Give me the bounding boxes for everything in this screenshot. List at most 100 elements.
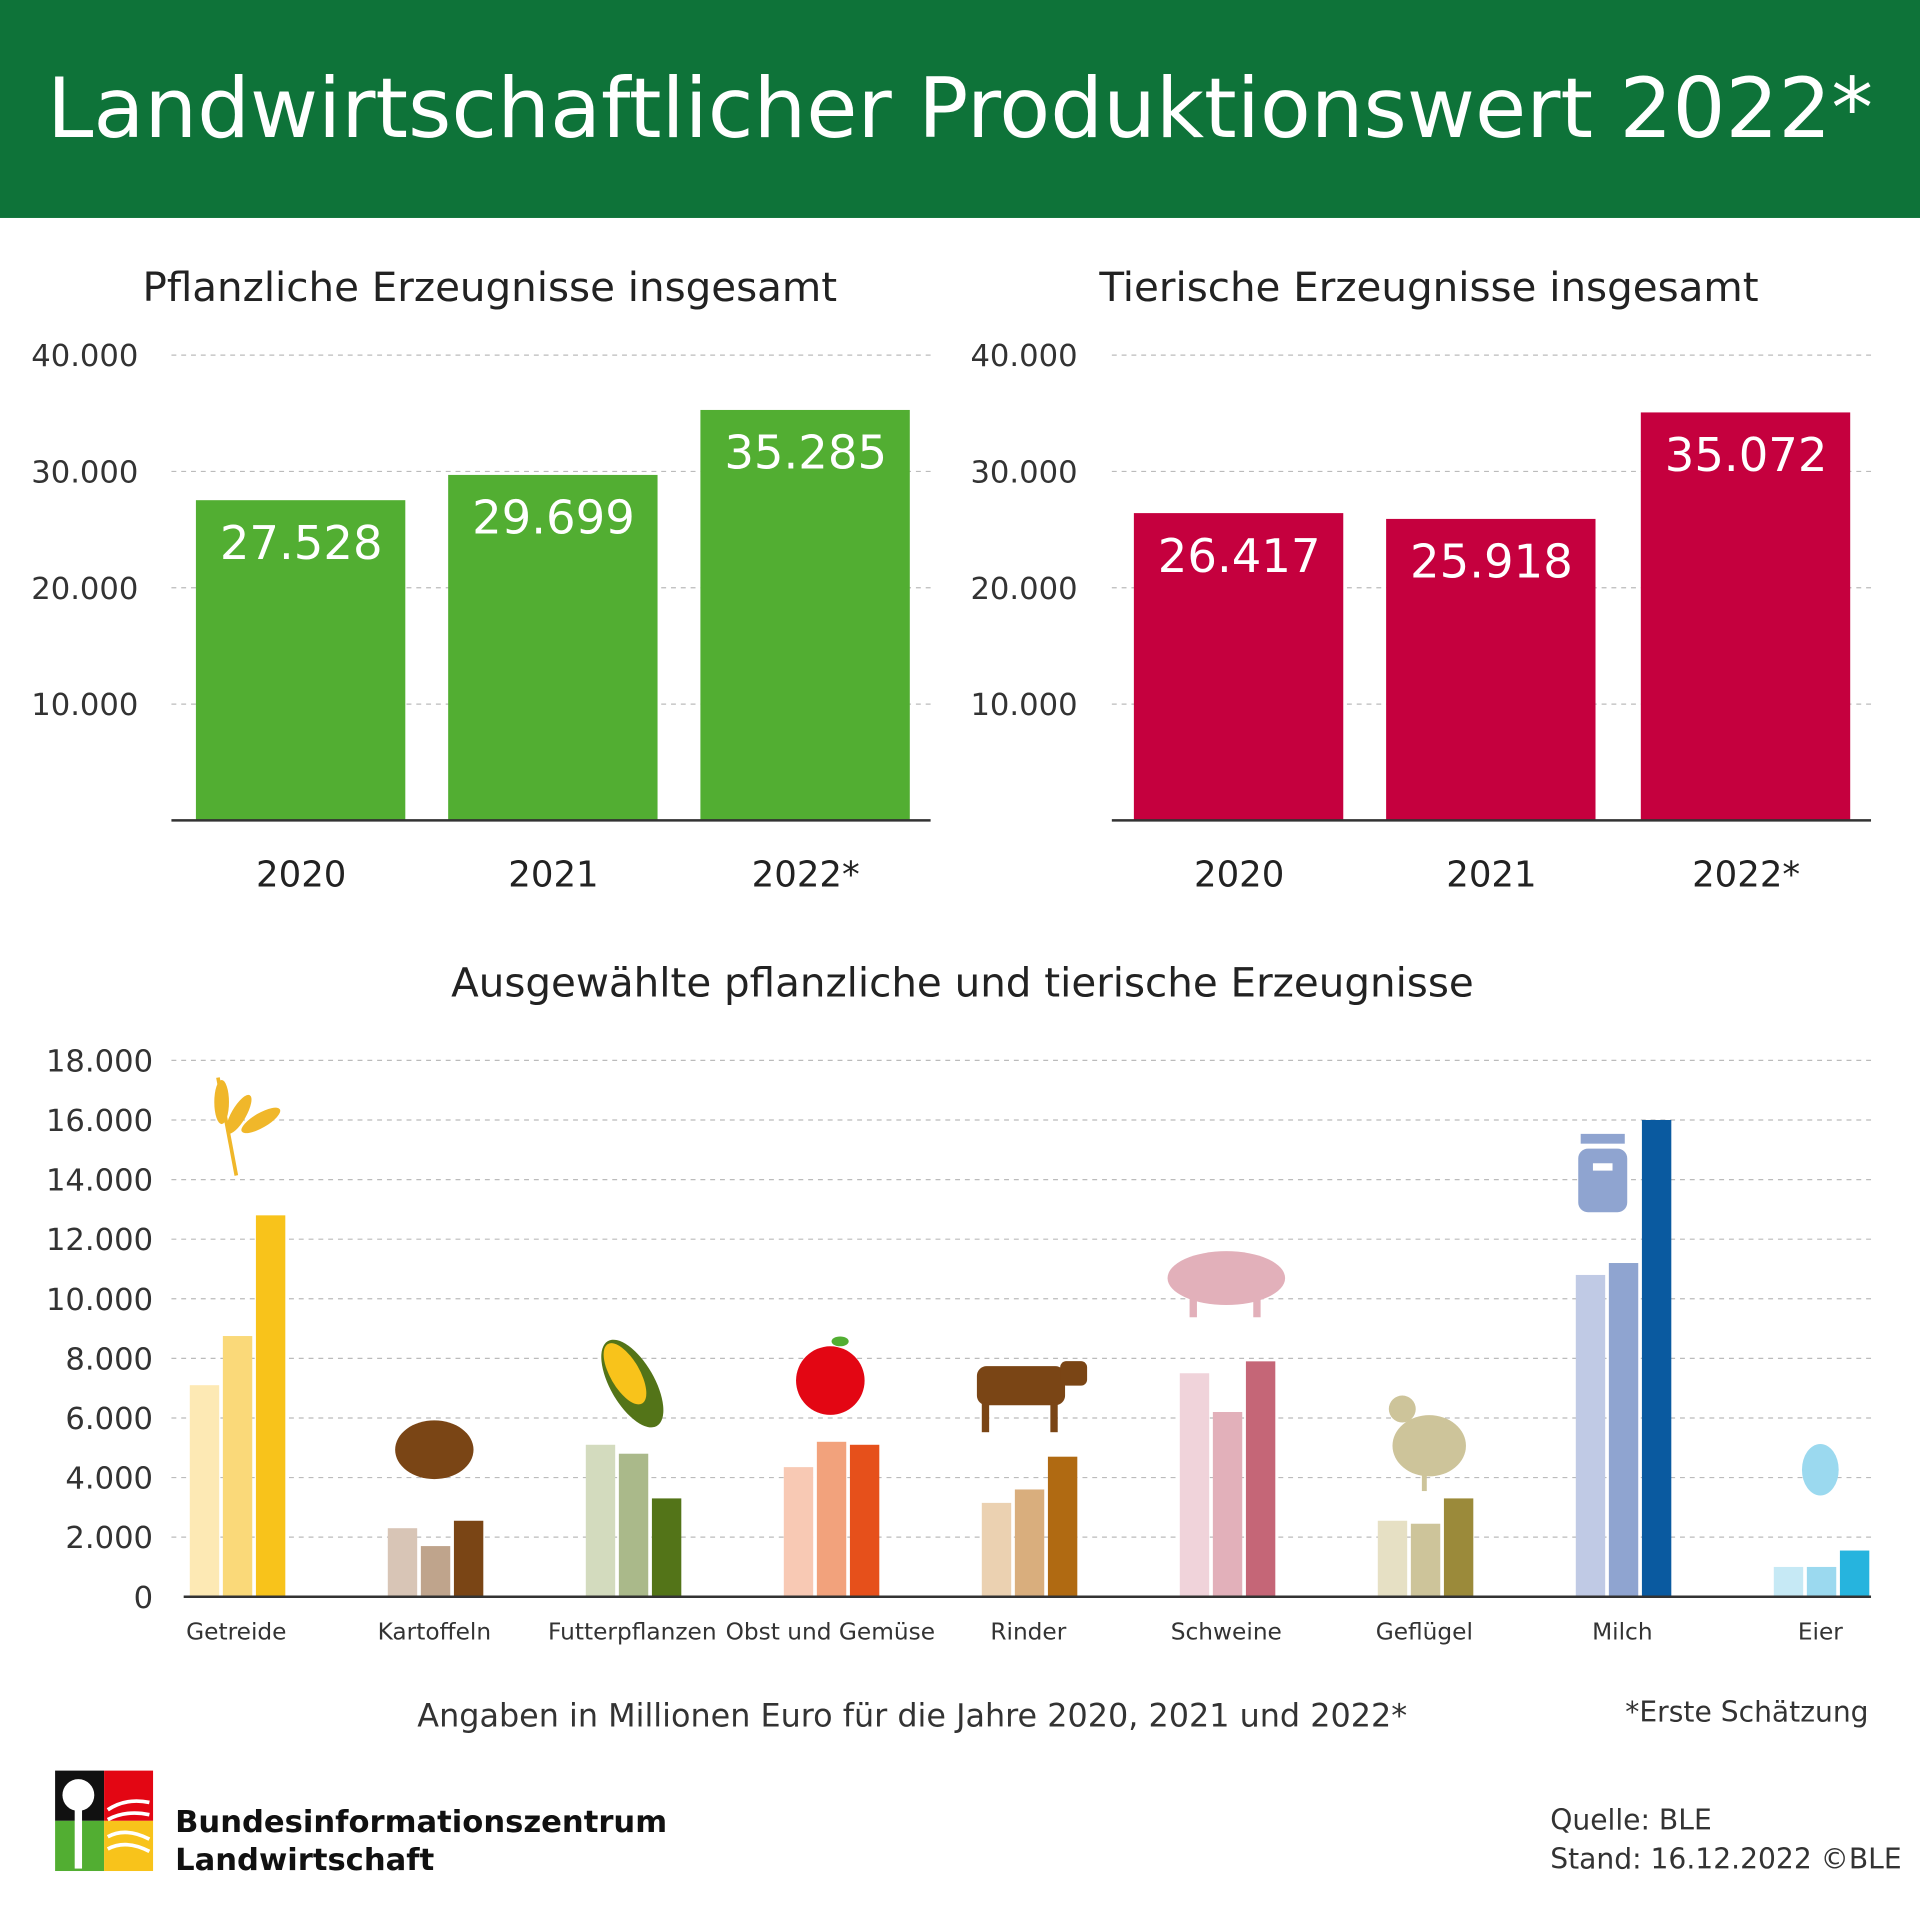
page-title: Landwirtschaftlicher Produktionswert 202… <box>47 60 1873 157</box>
logo-text-line2: Landwirtschaft <box>175 1843 434 1878</box>
potato-icon <box>395 1420 474 1480</box>
y-tick-label: 18.000 <box>46 1044 153 1079</box>
x-tick-label: 2020 <box>1194 855 1284 896</box>
animal-total-chart: 10.000 20.000 30.000 40.000 26.417 2020 25.918… <box>970 339 1872 896</box>
bar <box>1410 1523 1441 1597</box>
x-tick-label: Milch <box>1592 1619 1653 1646</box>
bar <box>1443 1498 1474 1597</box>
y-tick-label: 20.000 <box>970 572 1077 607</box>
chart-title-animal: Tierische Erzeugnisse insgesamt <box>1098 263 1758 311</box>
category-group: Obst und Gemüse <box>726 1336 935 1646</box>
bar <box>1386 518 1596 821</box>
x-tick-label: 2021 <box>508 855 598 896</box>
y-tick-label: 10.000 <box>31 688 138 723</box>
cow-icon <box>976 1361 1088 1433</box>
y-tick-label: 8.000 <box>65 1342 153 1377</box>
bar <box>1245 1361 1276 1597</box>
chicken-icon <box>1388 1395 1466 1492</box>
y-tick-label: 30.000 <box>970 455 1077 490</box>
plant-total-chart: 10.000 20.000 30.000 40.000 27.528 2020 29.699… <box>31 339 931 896</box>
wheat-icon <box>214 1077 281 1176</box>
bar-value-label: 35.285 <box>724 426 887 480</box>
unit-note: Angaben in Millionen Euro für die Jahre … <box>417 1697 1407 1735</box>
x-tick-label: Getreide <box>186 1619 286 1646</box>
category-group: Kartoffeln <box>378 1420 492 1646</box>
pig-icon <box>1167 1251 1286 1318</box>
bar-value-label: 35.072 <box>1665 428 1828 482</box>
bar <box>1641 1120 1672 1597</box>
date-text: Stand: 16.12.2022 ©BLE <box>1550 1843 1901 1876</box>
category-group: Rinder <box>976 1361 1088 1646</box>
bar <box>1377 1520 1408 1597</box>
y-tick-label: 4.000 <box>65 1462 153 1497</box>
logo-text-line1: Bundesinformationszentrum <box>175 1805 667 1840</box>
x-tick-label: Kartoffeln <box>378 1619 492 1646</box>
category-group: Futterpflanzen <box>548 1339 717 1646</box>
bar <box>618 1453 649 1597</box>
ble-logo <box>55 1770 154 1872</box>
chart-title-selected: Ausgewählte pflanzliche und tierische Er… <box>451 959 1474 1007</box>
bar <box>585 1444 616 1597</box>
bar <box>849 1444 880 1597</box>
y-tick-label: 10.000 <box>46 1283 153 1318</box>
y-tick-label: 2.000 <box>65 1521 153 1556</box>
estimate-note: *Erste Schätzung <box>1625 1696 1868 1729</box>
bar <box>1773 1566 1804 1597</box>
x-tick-label: 2020 <box>256 855 346 896</box>
x-tick-label: Eier <box>1798 1619 1843 1646</box>
bar <box>222 1336 253 1597</box>
selected-products-chart: 0 2.000 4.000 6.000 8.000 10.000 12.000 14.000 1… <box>46 1044 1872 1646</box>
category-group: Getreide <box>186 1077 286 1646</box>
bar <box>1608 1263 1639 1597</box>
bar <box>816 1441 847 1597</box>
x-tick-label: Obst und Gemüse <box>726 1619 935 1646</box>
category-group: Eier <box>1773 1444 1870 1646</box>
bar <box>1806 1566 1837 1597</box>
x-tick-label: Geflügel <box>1376 1619 1473 1646</box>
x-tick-label: 2022* <box>752 855 860 896</box>
y-tick-label: 12.000 <box>46 1223 153 1258</box>
bar <box>1640 412 1851 821</box>
bar <box>453 1520 484 1597</box>
y-tick-label: 20.000 <box>31 572 138 607</box>
bar <box>420 1546 451 1597</box>
y-tick-label: 40.000 <box>970 339 1077 374</box>
bar <box>1179 1373 1210 1597</box>
header-banner <box>0 0 1920 218</box>
y-tick-label: 10.000 <box>970 688 1077 723</box>
bar <box>189 1385 220 1597</box>
apple-icon <box>796 1336 865 1415</box>
bar <box>1014 1489 1045 1597</box>
x-tick-label: Rinder <box>990 1619 1066 1646</box>
bar <box>448 474 658 821</box>
bar <box>387 1528 418 1597</box>
egg-icon <box>1801 1444 1839 1496</box>
y-tick-label: 16.000 <box>46 1104 153 1139</box>
x-tick-label: Schweine <box>1171 1619 1282 1646</box>
bar <box>255 1215 286 1597</box>
bar <box>1047 1456 1078 1597</box>
category-group: Milch <box>1575 1120 1672 1646</box>
bar <box>1212 1412 1243 1597</box>
x-tick-label: 2021 <box>1446 855 1536 896</box>
bar <box>651 1498 682 1597</box>
x-tick-label: Futterpflanzen <box>548 1619 717 1646</box>
y-tick-label: 14.000 <box>46 1164 153 1199</box>
bar <box>783 1467 814 1597</box>
milk-can-icon <box>1578 1133 1628 1213</box>
bar <box>700 409 910 821</box>
y-tick-label: 30.000 <box>31 455 138 490</box>
bar <box>1575 1274 1606 1597</box>
chart-title-plant: Pflanzliche Erzeugnisse insgesamt <box>142 263 837 311</box>
y-tick-label: 40.000 <box>31 339 138 374</box>
category-group: Schweine <box>1167 1251 1286 1646</box>
bar-value-label: 27.528 <box>220 516 383 570</box>
bar <box>981 1502 1012 1597</box>
source-text: Quelle: BLE <box>1550 1803 1712 1836</box>
category-group: Geflügel <box>1376 1395 1474 1646</box>
bar-value-label: 26.417 <box>1158 529 1321 583</box>
bar <box>195 500 406 821</box>
corn-icon <box>601 1339 664 1428</box>
bar <box>1133 513 1344 821</box>
y-tick-label: 6.000 <box>65 1402 153 1437</box>
